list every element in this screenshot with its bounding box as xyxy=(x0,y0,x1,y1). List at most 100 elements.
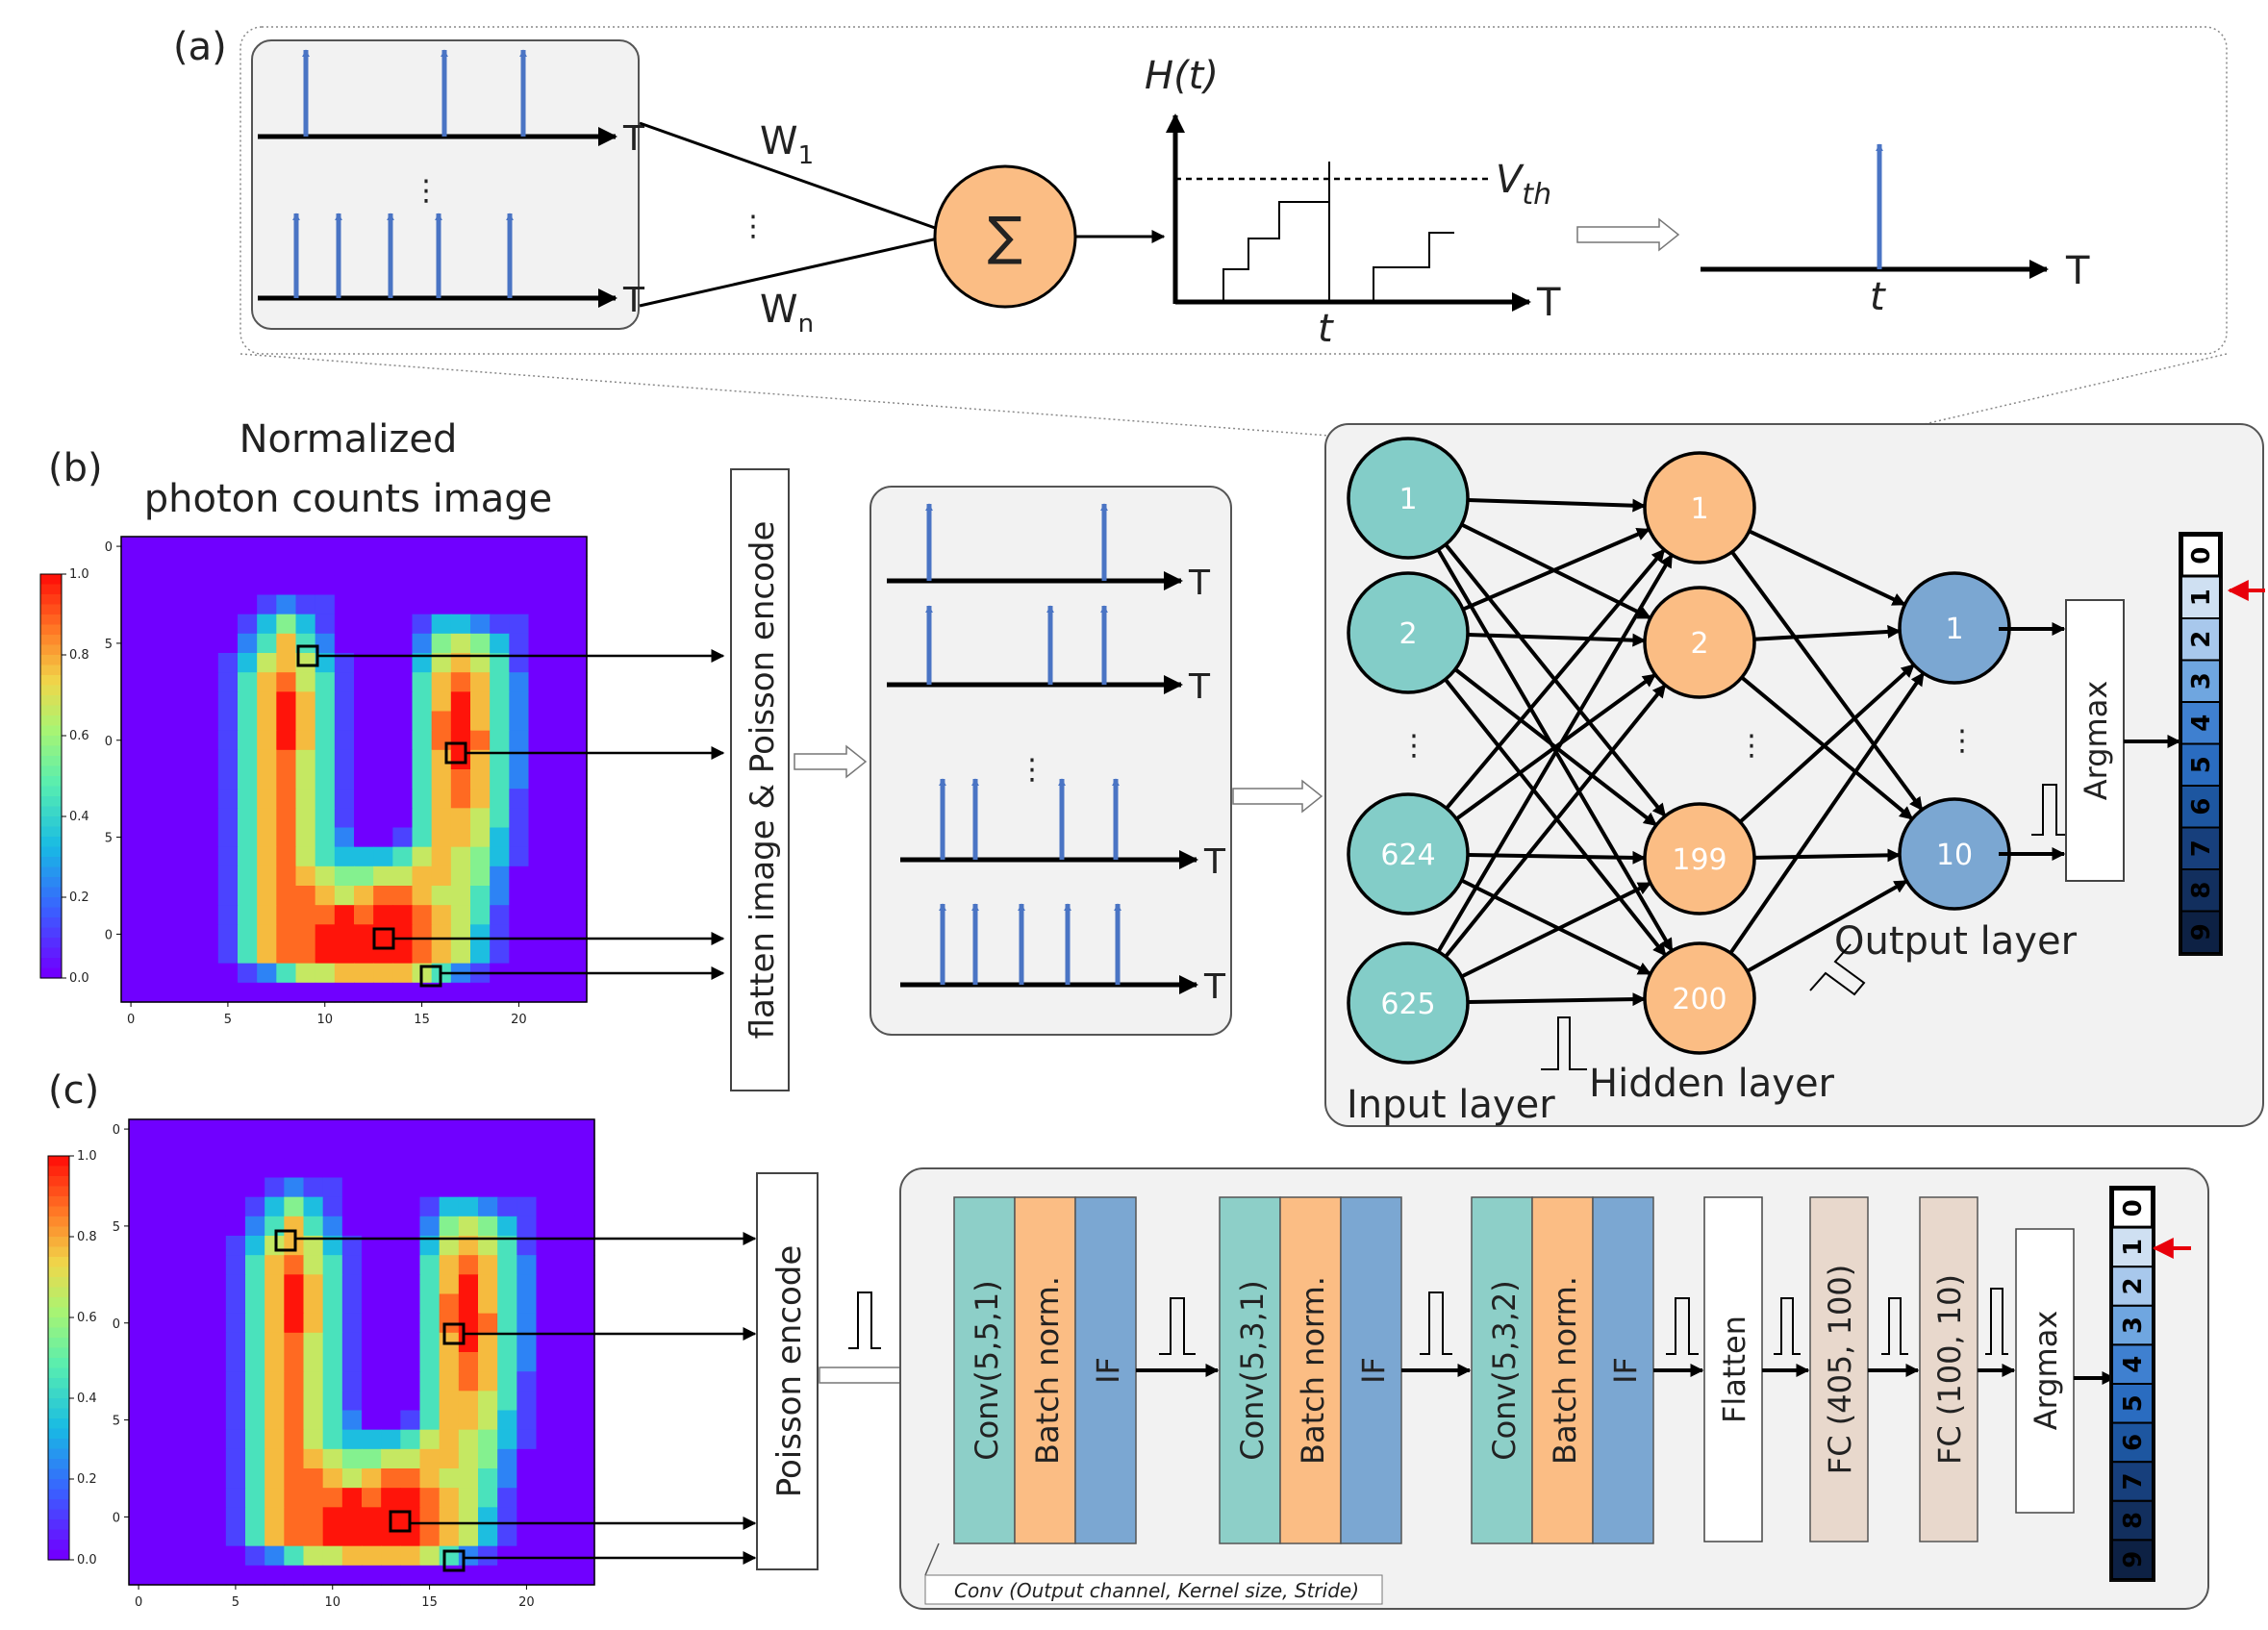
heatmap-cell xyxy=(490,749,510,770)
heatmap-cell xyxy=(160,846,181,867)
colorbar-tick-label: 0.6 xyxy=(77,1311,97,1325)
heatmap-cell xyxy=(198,614,219,635)
heatmap-cell xyxy=(392,614,414,635)
colorbar-segment xyxy=(40,897,62,909)
heatmap-cell xyxy=(497,1488,517,1508)
heatmap-cell xyxy=(354,749,374,770)
heatmap-cell xyxy=(373,556,393,576)
heatmap-cell xyxy=(517,1177,538,1198)
fc-layer-2 xyxy=(1919,1196,1978,1542)
heatmap-cell xyxy=(517,1158,538,1179)
input-neuron xyxy=(1347,437,1470,560)
heatmap-cell xyxy=(187,1488,208,1508)
heatmap-cell xyxy=(354,672,374,692)
heatmap-cell xyxy=(167,1391,189,1412)
heatmap-cell xyxy=(381,1158,401,1179)
heatmap-cell xyxy=(276,963,297,984)
heatmap-cell xyxy=(509,982,530,1003)
heatmap-cell xyxy=(419,1565,441,1586)
heatmap-cell xyxy=(140,865,161,887)
heatmap-cell xyxy=(276,769,297,790)
heatmap-cell xyxy=(400,1255,421,1275)
heatmap-cell xyxy=(217,575,239,596)
heatmap-cell xyxy=(478,1565,498,1586)
heatmap-cell xyxy=(497,1236,517,1256)
batch-norm-layer xyxy=(1279,1196,1342,1544)
heatmap-cell xyxy=(315,575,336,596)
heatmap-cell xyxy=(392,943,414,965)
heatmap-cell xyxy=(381,1332,401,1353)
heatmap-cell xyxy=(555,1410,576,1431)
heatmap-cell xyxy=(198,594,219,615)
heatmap-cell xyxy=(362,1468,382,1489)
heatmap-cell xyxy=(217,846,239,867)
heatmap-cell xyxy=(392,730,414,751)
colorbar-segment xyxy=(40,887,62,898)
digit-label: 0 xyxy=(2187,547,2216,564)
heatmap-cell xyxy=(167,1255,189,1275)
y-tick-label: 5 xyxy=(105,832,113,846)
heatmap-cell xyxy=(470,614,491,635)
y-tick-label: 5 xyxy=(113,1415,120,1429)
heatmap-cell xyxy=(160,711,181,732)
heatmap-cell xyxy=(284,1274,305,1295)
heatmap-cell xyxy=(567,653,588,673)
heatmap-cell xyxy=(276,789,297,809)
heatmap-cell xyxy=(555,1488,576,1508)
hidden-layer-ellipsis: ⋮ xyxy=(1737,729,1766,763)
heatmap-cell xyxy=(148,1216,168,1237)
time-axis-symbol: T xyxy=(1536,281,1561,325)
heatmap-cell xyxy=(238,633,258,654)
heatmap-cell xyxy=(431,672,452,692)
heatmap-cell xyxy=(121,691,141,713)
heatmap-cell xyxy=(381,1274,401,1295)
heatmap-cell xyxy=(458,1468,479,1489)
heatmap-cell xyxy=(373,905,393,925)
heatmap-cell xyxy=(536,1352,557,1372)
heatmap-cell xyxy=(400,1177,421,1198)
heatmap-cell xyxy=(509,672,530,692)
heatmap-frame xyxy=(120,536,588,1003)
heatmap-cell xyxy=(129,1255,149,1275)
heatmap-cell xyxy=(392,769,414,790)
colorbar-segment xyxy=(40,736,62,747)
heatmap-cell xyxy=(536,1236,557,1256)
input-neuron-label: 2 xyxy=(1399,617,1417,651)
input-neuron-label: 1 xyxy=(1399,483,1417,516)
heatmap-cell xyxy=(225,1216,246,1237)
heatmap-cell xyxy=(354,691,374,713)
heatmap-cell xyxy=(528,827,549,848)
heatmap-cell xyxy=(284,1429,305,1450)
heatmap-cell xyxy=(478,1313,498,1334)
heatmap-cell xyxy=(160,556,181,576)
heatmap-cell xyxy=(392,691,414,713)
colorbar-tick-label: 1.0 xyxy=(77,1149,97,1164)
panel-c-label: (c) xyxy=(48,1068,99,1113)
heatmap-cell xyxy=(536,1371,557,1392)
heatmap-cell xyxy=(450,846,471,867)
heatmap-cell xyxy=(265,1371,285,1392)
conv-label: Conv(5,3,2) xyxy=(1486,1280,1523,1461)
heatmap-cell xyxy=(225,1236,246,1256)
heatmap-cell xyxy=(373,924,393,945)
heatmap-cell xyxy=(265,1274,285,1295)
y-tick-label: 0 xyxy=(105,735,113,749)
heatmap-cell xyxy=(303,1216,324,1237)
spike-pulse-icon xyxy=(1159,1297,1196,1355)
heatmap-cell xyxy=(257,749,277,770)
heatmap-cell xyxy=(315,594,336,615)
image-title-line2: photon counts image xyxy=(144,477,552,521)
heatmap-cell xyxy=(362,1391,382,1412)
heatmap-cell xyxy=(555,1565,576,1586)
heatmap-cell xyxy=(431,537,452,557)
heatmap-cell xyxy=(392,633,414,654)
heatmap-cell xyxy=(257,594,277,615)
heatmap-cell xyxy=(167,1526,189,1547)
heatmap-cell xyxy=(547,924,568,945)
digit-label: 6 xyxy=(2119,1434,2148,1451)
heatmap-cell xyxy=(478,1488,498,1508)
colorbar-segment xyxy=(40,947,62,959)
heatmap-cell xyxy=(419,1410,441,1431)
heatmap-cell xyxy=(238,653,258,673)
heatmap-cell xyxy=(121,672,141,692)
